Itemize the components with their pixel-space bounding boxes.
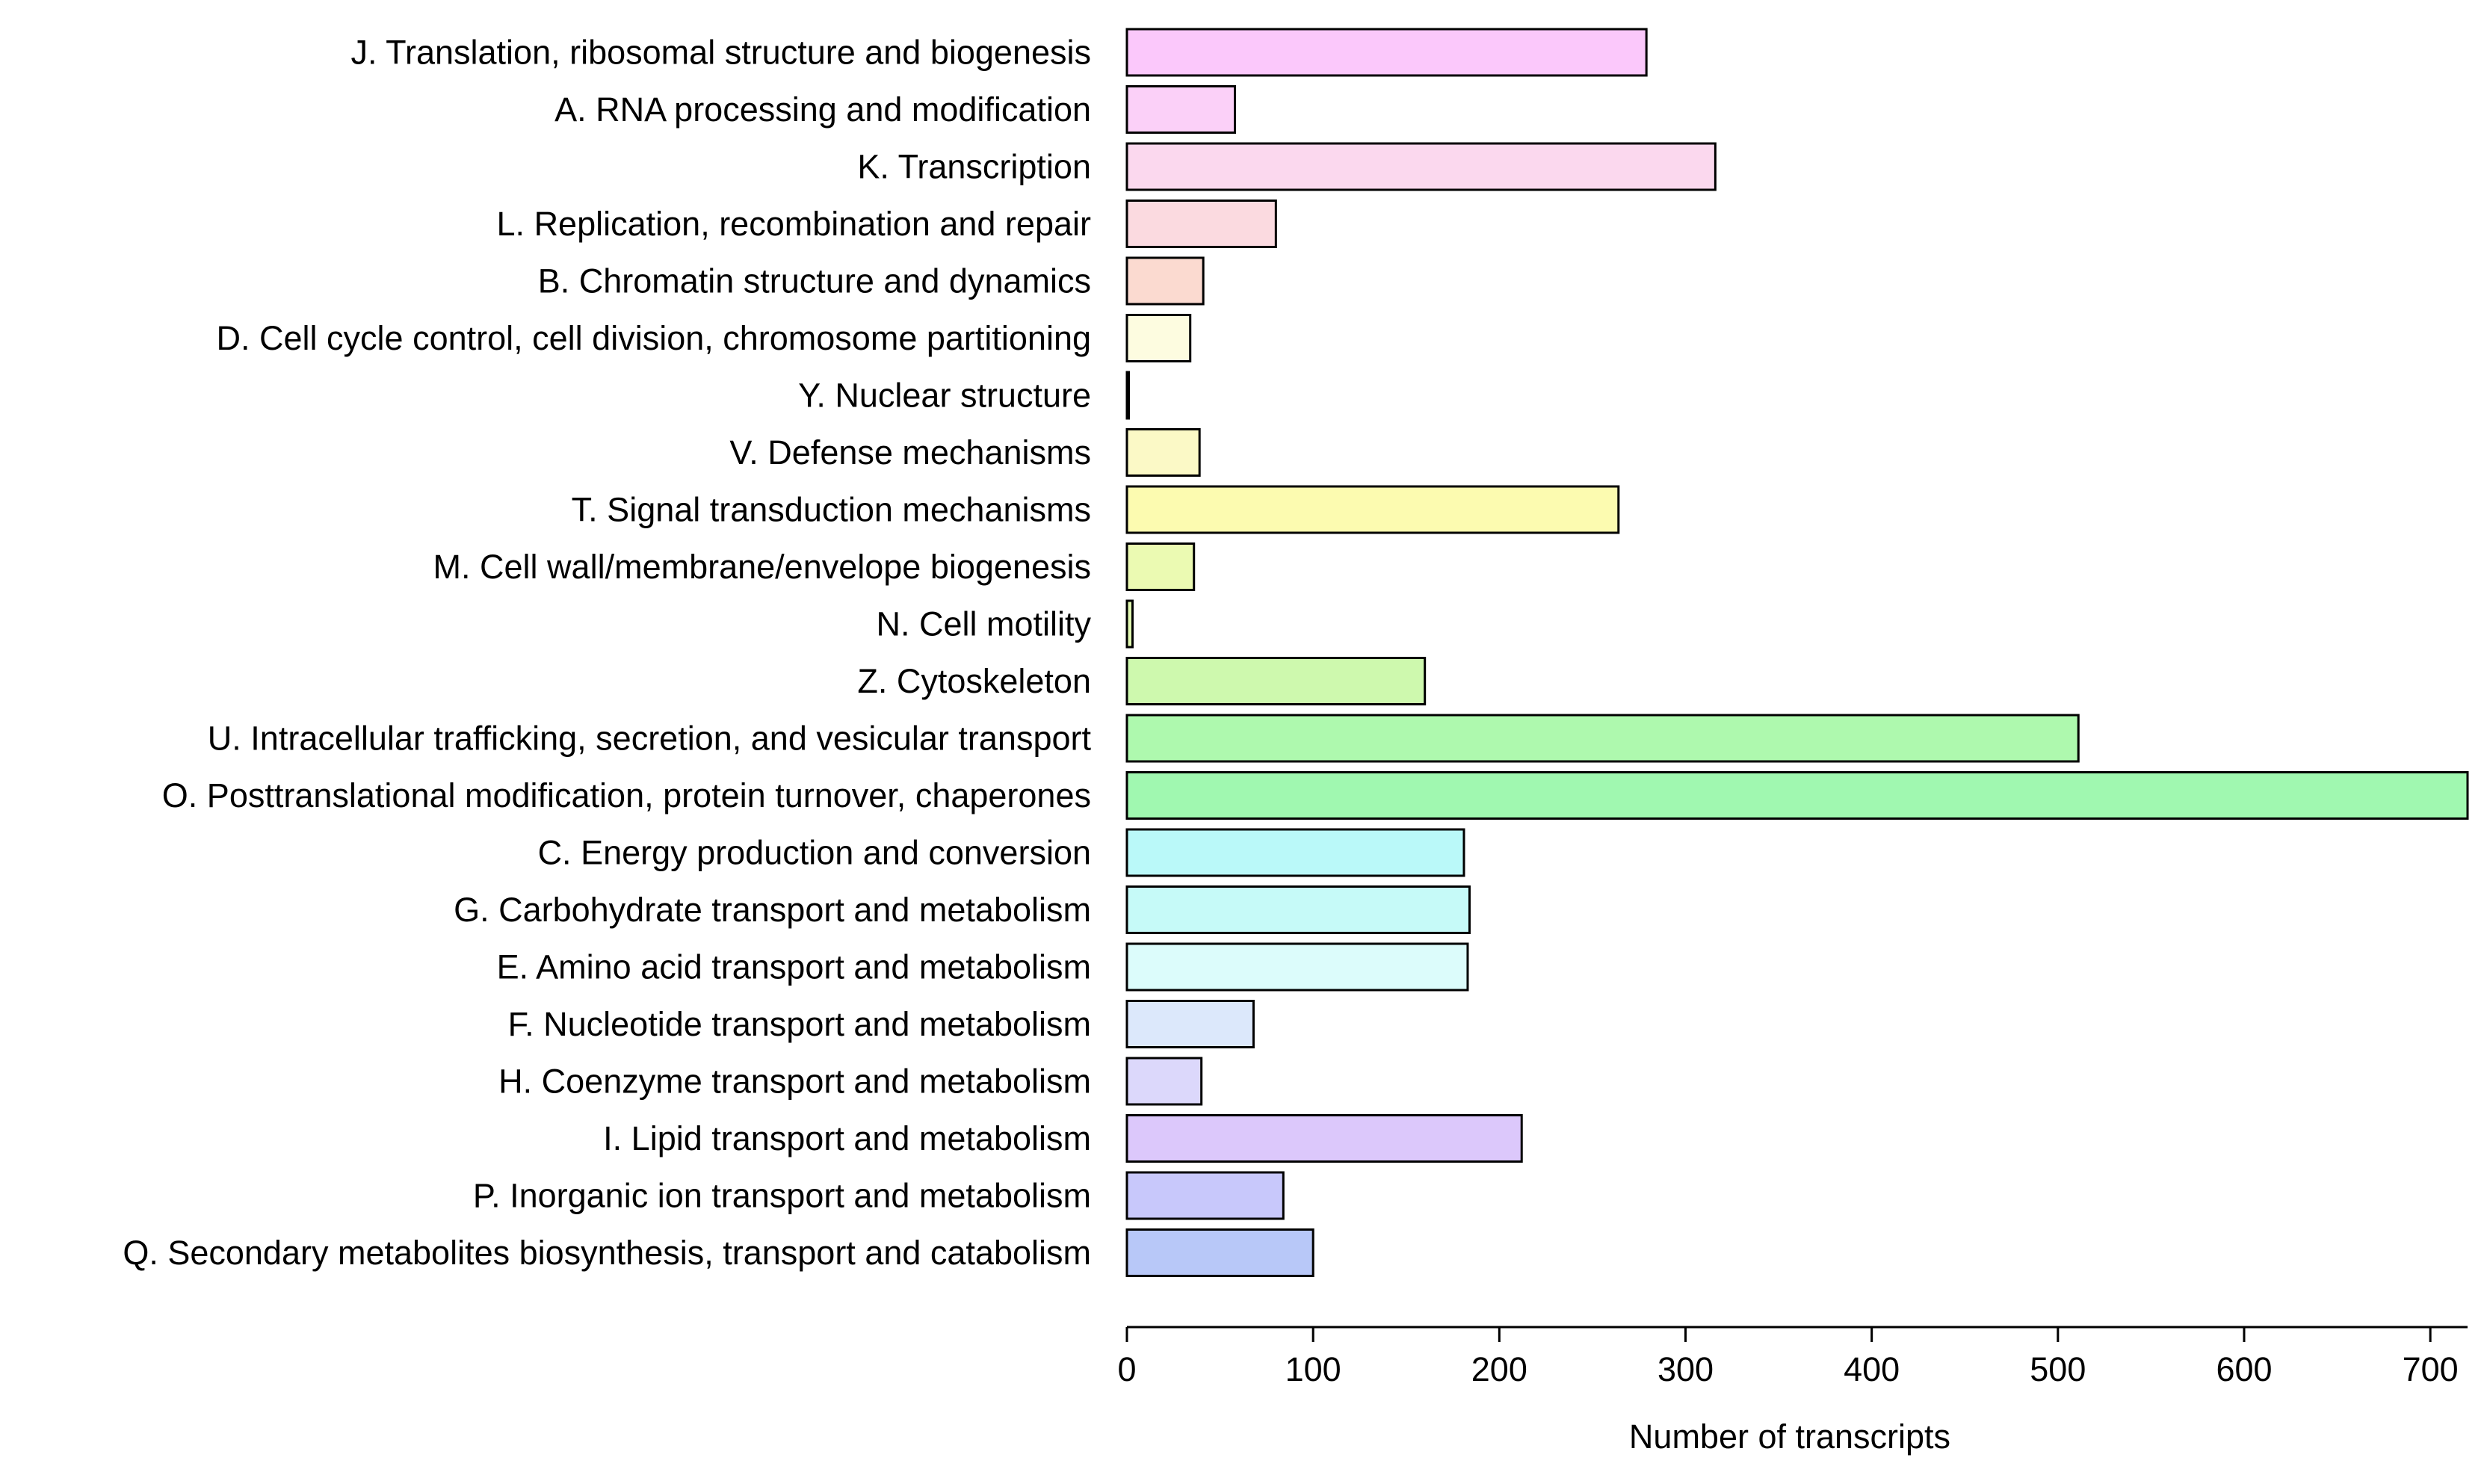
category-label-h: H. Coenzyme transport and metabolism <box>498 1063 1091 1101</box>
x-tick-label-600: 600 <box>2216 1350 2272 1388</box>
category-label-c: C. Energy production and conversion <box>538 834 1091 872</box>
category-label-z: Z. Cytoskeleton <box>857 662 1091 700</box>
x-tick-label-500: 500 <box>2030 1350 2086 1388</box>
category-label-u: U. Intracellular trafficking, secretion,… <box>208 720 1092 758</box>
bar-k <box>1125 142 1717 191</box>
bar-p <box>1125 1171 1285 1220</box>
category-label-p: P. Inorganic ion transport and metabolis… <box>473 1177 1091 1215</box>
x-tick-label-200: 200 <box>1471 1350 1527 1388</box>
category-label-d: D. Cell cycle control, cell division, ch… <box>217 319 1091 357</box>
category-label-n: N. Cell motility <box>876 605 1091 643</box>
bar-j <box>1125 28 1648 77</box>
x-tick-label-0: 0 <box>1117 1350 1136 1388</box>
bar-f <box>1125 1000 1255 1048</box>
category-label-k: K. Transcription <box>857 148 1091 186</box>
bar-z <box>1125 657 1427 705</box>
x-tick-label-300: 300 <box>1657 1350 1714 1388</box>
category-label-a: A. RNA processing and modification <box>554 90 1091 129</box>
bar-q <box>1125 1228 1314 1277</box>
category-label-i: I. Lipid transport and metabolism <box>603 1119 1091 1157</box>
category-label-q: Q. Secondary metabolites biosynthesis, t… <box>123 1234 1091 1272</box>
bar-g <box>1125 885 1471 934</box>
bar-v <box>1125 428 1201 477</box>
bar-m <box>1125 542 1196 591</box>
x-tick-label-400: 400 <box>1844 1350 1900 1388</box>
category-label-o: O. Posttranslational modification, prote… <box>162 776 1091 814</box>
bar-i <box>1125 1114 1523 1163</box>
x-axis: 0 100 200 300 400 500 600 700 <box>1117 1326 2468 1388</box>
category-label-y: Y. Nuclear structure <box>798 377 1091 415</box>
bars-layer <box>1125 28 2469 1277</box>
category-labels: J. Translation, ribosomal structure and … <box>123 34 1091 1273</box>
x-axis-title: Number of transcripts <box>1629 1417 1950 1456</box>
category-label-f: F. Nucleotide transport and metabolism <box>508 1005 1091 1043</box>
x-tick-label-700: 700 <box>2403 1350 2459 1388</box>
bar-y <box>1125 371 1130 420</box>
bar-b <box>1125 256 1205 306</box>
category-label-m: M. Cell wall/membrane/envelope biogenesi… <box>433 548 1091 586</box>
x-tick-label-100: 100 <box>1285 1350 1341 1388</box>
category-label-b: B. Chromatin structure and dynamics <box>538 262 1091 300</box>
category-label-t: T. Signal transduction mechanisms <box>572 491 1091 529</box>
category-label-g: G. Carbohydrate transport and metabolism <box>454 891 1091 929</box>
bar-n <box>1125 599 1134 649</box>
category-label-l: L. Replication, recombination and repair <box>497 205 1091 243</box>
bar-h <box>1125 1057 1203 1106</box>
category-label-j: J. Translation, ribosomal structure and … <box>350 34 1091 72</box>
bar-a <box>1125 85 1237 134</box>
bar-t <box>1125 485 1620 534</box>
bar-u <box>1125 714 2080 763</box>
bar-e <box>1125 942 1469 992</box>
bar-c <box>1125 828 1465 877</box>
bar-l <box>1125 200 1277 248</box>
bar-o <box>1125 771 2469 820</box>
category-label-v: V. Defense mechanisms <box>729 433 1091 472</box>
category-label-e: E. Amino acid transport and metabolism <box>497 948 1091 986</box>
bar-d <box>1125 314 1192 362</box>
